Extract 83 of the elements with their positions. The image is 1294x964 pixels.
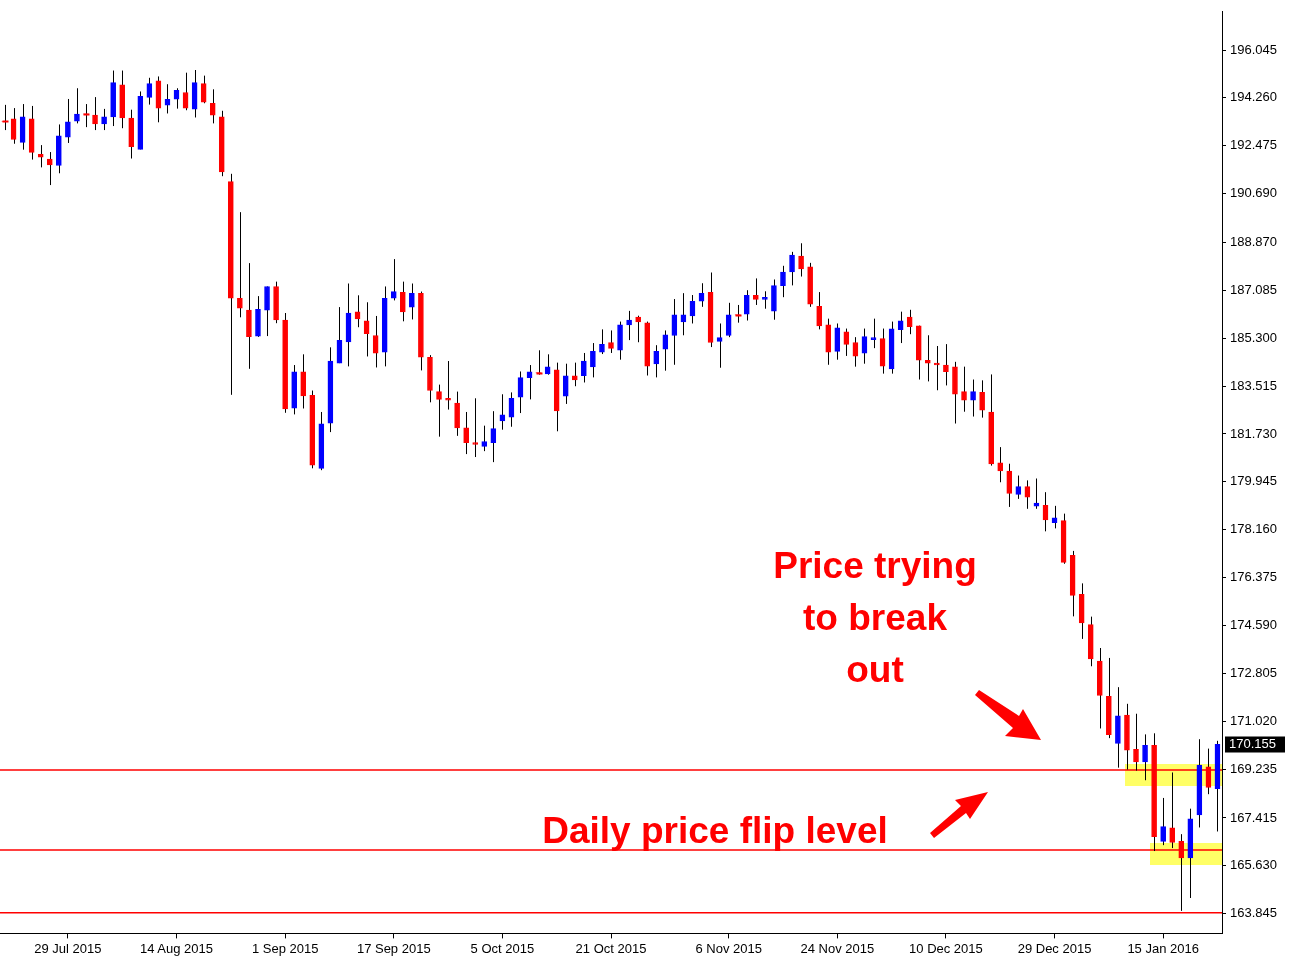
candlestick — [725, 302, 732, 338]
candlestick — [1142, 733, 1148, 781]
candlestick — [789, 251, 795, 286]
candlestick — [481, 425, 488, 452]
candlestick — [743, 289, 750, 322]
candlestick — [997, 446, 1004, 483]
y-tick-label: 183.515 — [1230, 377, 1277, 393]
candlestick — [653, 344, 660, 378]
candlestick — [798, 242, 804, 278]
y-tick-label: 181.730 — [1230, 425, 1277, 441]
candlestick — [300, 353, 307, 409]
candlestick — [753, 277, 759, 306]
candlestick — [943, 343, 949, 386]
candlestick — [399, 281, 406, 322]
candlestick — [535, 349, 544, 376]
candlestick — [662, 329, 669, 372]
candlestick — [970, 379, 976, 418]
x-tick-label: 17 Sep 2015 — [356, 940, 431, 956]
candlestick — [472, 397, 479, 458]
y-tick-label: 194.260 — [1230, 89, 1277, 105]
y-tick-label: 171.020 — [1230, 712, 1277, 728]
candlestick — [237, 211, 243, 318]
x-tick-label: 21 Oct 2015 — [575, 940, 647, 956]
candlestick — [979, 379, 985, 419]
y-tick-label: 178.160 — [1230, 521, 1277, 537]
candlestick — [1006, 463, 1013, 508]
candlestick — [454, 391, 460, 437]
candlestick — [1160, 797, 1166, 846]
y-tick-label: 190.690 — [1230, 185, 1277, 201]
candlestick — [599, 328, 605, 355]
y-tick-label: 192.475 — [1230, 137, 1277, 153]
candlestick — [65, 98, 71, 144]
y-tick-label: 188.870 — [1230, 234, 1277, 250]
candlestick — [626, 310, 632, 341]
candlestick — [390, 258, 397, 301]
x-tick-label: 15 Jan 2016 — [1127, 940, 1199, 956]
candlestick — [562, 363, 569, 405]
y-tick-label: 174.590 — [1230, 617, 1277, 633]
y-tick-label: 187.085 — [1230, 281, 1277, 297]
candlestick — [581, 352, 587, 383]
candlestick — [834, 322, 841, 361]
y-tick-label: 179.945 — [1230, 473, 1277, 489]
candlestick — [463, 411, 469, 455]
x-tick-label: 14 Aug 2015 — [140, 940, 214, 956]
y-tick-label: 176.375 — [1230, 569, 1277, 585]
y-tick-label: 172.805 — [1230, 664, 1277, 680]
candlestick — [816, 291, 823, 330]
candlestick — [716, 322, 723, 369]
candlestick — [409, 283, 415, 320]
candlestick — [264, 285, 270, 337]
candlestick — [906, 309, 913, 335]
candlestick — [92, 96, 98, 131]
y-tick-label: 196.045 — [1230, 41, 1277, 57]
y-tick-label: 163.845 — [1230, 905, 1277, 921]
candlestick — [780, 265, 786, 298]
candlestick — [209, 88, 216, 124]
y-tick-label: 169.235 — [1230, 760, 1277, 776]
text: 170.155 — [1229, 736, 1276, 752]
candlestick — [870, 318, 877, 349]
x-tick-label: 5 Oct 2015 — [470, 940, 535, 956]
x-tick-label: 6 Nov 2015 — [695, 940, 762, 956]
x-tick-label: 29 Dec 2015 — [1017, 940, 1092, 956]
candlestick — [590, 342, 596, 378]
candlestick — [961, 366, 967, 413]
x-tick-label: 24 Nov 2015 — [800, 940, 875, 956]
y-tick-label: 167.415 — [1230, 809, 1277, 825]
annotation: Daily price flip level — [541, 809, 889, 853]
x-tick-label: 10 Dec 2015 — [909, 940, 983, 956]
candlestick — [46, 151, 53, 186]
candlestick — [445, 360, 451, 411]
candlestick — [436, 384, 442, 438]
annotation: Price trying to break out — [772, 544, 978, 692]
x-tick-label: 1 Sep 2015 — [251, 940, 319, 956]
candlestick — [490, 410, 497, 463]
candlestick — [608, 329, 614, 354]
y-tick-label: 185.300 — [1230, 329, 1277, 345]
candlestick — [635, 315, 641, 343]
y-tick-label: 165.630 — [1230, 857, 1277, 873]
candlestick — [571, 362, 578, 387]
x-tick-label: 29 Jul 2015 — [34, 940, 102, 956]
candlestick — [37, 144, 44, 168]
candlestick — [101, 108, 107, 131]
candlestick — [74, 87, 80, 124]
